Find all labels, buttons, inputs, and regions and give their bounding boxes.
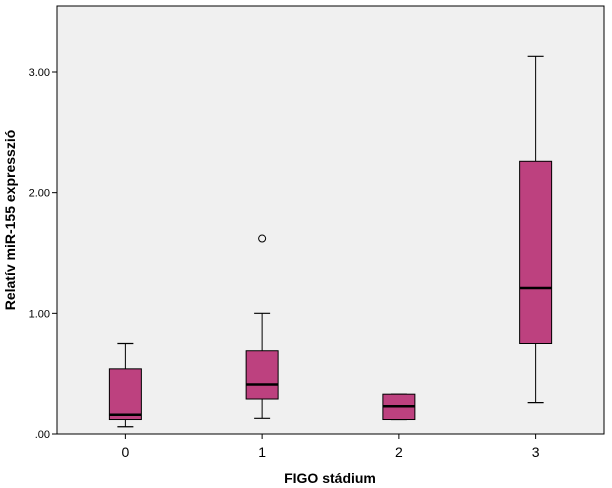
y-axis: .00 1.00 2.00 3.00 [29,67,57,441]
box-series [108,55,553,428]
x-tick-label: 1 [258,444,266,460]
y-tick-label: 2.00 [29,188,50,200]
plot-area [56,5,605,435]
iqr-box [519,160,553,344]
box-0 [108,342,142,428]
iqr-box [108,368,142,421]
x-tick-label: 0 [121,444,129,460]
y-tick-label: 3.00 [29,67,50,79]
x-axis-title: FIGO stádium [284,470,376,486]
y-axis-title: Relatív miR-155 expresszió [2,130,18,311]
x-tick-label: 3 [532,444,540,460]
box-2 [382,393,416,421]
iqr-box [245,350,279,400]
box-1 [245,234,279,419]
x-axis: 0 1 2 3 [121,434,540,460]
box-3 [519,55,553,404]
x-tick-label: 2 [395,444,403,460]
y-tick-label: .00 [35,429,50,441]
y-tick-label: 1.00 [29,308,50,320]
outlier-point [258,234,267,243]
